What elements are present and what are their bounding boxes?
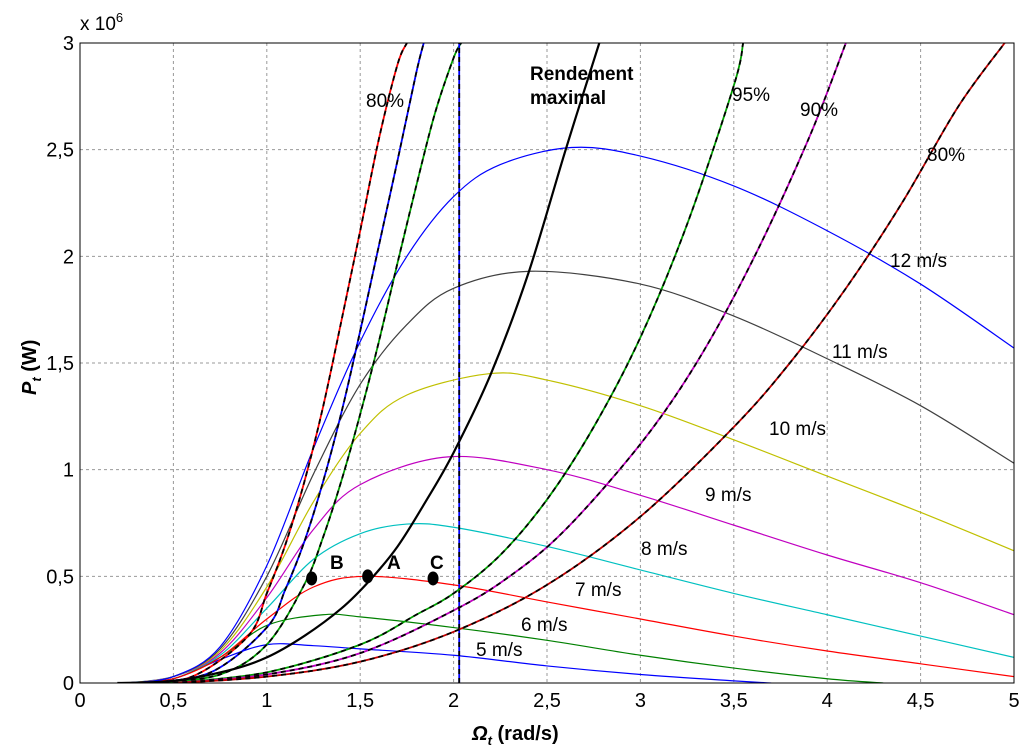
annotations: 80% 95% 90% 80% Rendement maximal 12 m/s… — [330, 64, 965, 661]
tick-labels: 0 0,5 1 1,5 2 2,5 3 3,5 4 4,5 5 0 0,5 1 1,5 2 2,5 3 — [46, 33, 1019, 712]
x-tick-label: 4 — [822, 690, 833, 712]
label-8ms: 8 m/s — [641, 539, 687, 560]
label-95: 95% — [732, 85, 770, 106]
power-curve-12ms — [126, 146, 1014, 683]
label-maximal: maximal — [530, 88, 606, 109]
x-tick-label: 1,5 — [346, 690, 374, 712]
x-tick-label: 3 — [635, 690, 646, 712]
curves — [117, 43, 1014, 683]
y-axis-title: Pt (W) — [19, 340, 44, 395]
label-90: 90% — [800, 100, 838, 121]
efficiency-curve-dash-0 — [135, 43, 408, 683]
efficiency-curve-dash-6 — [173, 43, 1006, 683]
operating-point-a — [362, 569, 374, 584]
y-tick-label: 0 — [63, 673, 74, 695]
label-11ms: 11 m/s — [832, 342, 888, 363]
point-label-b: B — [330, 553, 344, 574]
point-label-a: A — [387, 553, 401, 574]
grid-lines — [80, 43, 1014, 683]
y-tick-label: 2 — [63, 246, 74, 268]
x-tick-label: 0 — [74, 690, 85, 712]
operating-point-c — [427, 571, 439, 586]
label-6ms: 6 m/s — [521, 615, 567, 636]
power-curve-5ms — [126, 643, 772, 683]
max-efficiency-curve — [117, 43, 601, 683]
x-tick-label: 3,5 — [720, 690, 748, 712]
label-80-left: 80% — [366, 91, 404, 112]
label-rendement: Rendement — [530, 64, 634, 85]
x-tick-label: 4,5 — [907, 690, 935, 712]
power-curve-8ms — [126, 522, 1014, 683]
x-tick-label: 5 — [1008, 690, 1019, 712]
y-multiplier: x 106 — [80, 10, 123, 35]
efficiency-curve-dash-1 — [145, 43, 425, 683]
plot-frame — [79, 42, 1015, 684]
x-tick-label: 2 — [448, 690, 459, 712]
label-12ms: 12 m/s — [890, 251, 947, 272]
power-curve-11ms — [126, 270, 1014, 683]
y-tick-label: 1,5 — [46, 353, 74, 375]
label-80-right: 80% — [927, 145, 965, 166]
power-curve-10ms — [126, 372, 1014, 683]
operating-point-b — [306, 571, 318, 586]
label-7ms: 7 m/s — [575, 580, 621, 601]
power-curve-9ms — [126, 455, 1014, 683]
x-axis-title: Ωt (rad/s) — [471, 723, 559, 745]
label-9ms: 9 m/s — [705, 485, 751, 506]
x-tick-label: 2,5 — [533, 690, 561, 712]
label-10ms: 10 m/s — [769, 419, 826, 440]
y-tick-label: 2,5 — [46, 140, 74, 162]
point-label-c: C — [430, 553, 444, 574]
power-curve-7ms — [126, 575, 1014, 683]
efficiency-curve-dash-5 — [173, 43, 847, 683]
y-tick-label: 0,5 — [46, 566, 74, 588]
efficiency-curve-dash-4 — [173, 43, 745, 683]
x-tick-label: 0,5 — [159, 690, 187, 712]
y-tick-label: 3 — [63, 33, 74, 55]
label-5ms: 5 m/s — [476, 640, 522, 661]
efficiency-curve-dash-2 — [154, 43, 462, 683]
x-tick-label: 1 — [261, 690, 272, 712]
y-tick-label: 1 — [63, 460, 74, 482]
